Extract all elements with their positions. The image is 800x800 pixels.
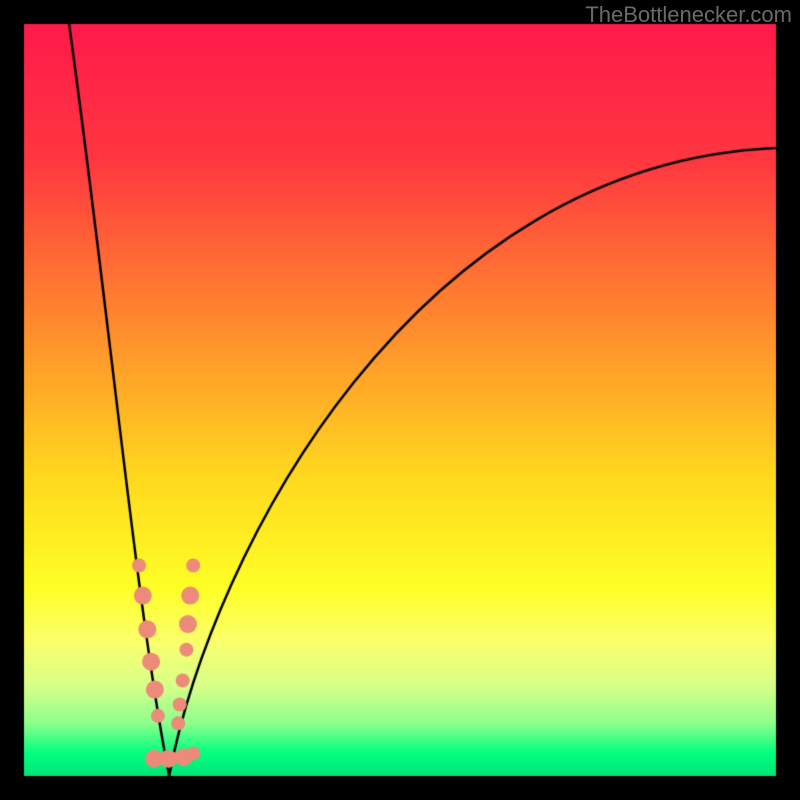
bottleneck-curve-chart [0,0,800,800]
chart-root: TheBottlenecker.com [0,0,800,800]
